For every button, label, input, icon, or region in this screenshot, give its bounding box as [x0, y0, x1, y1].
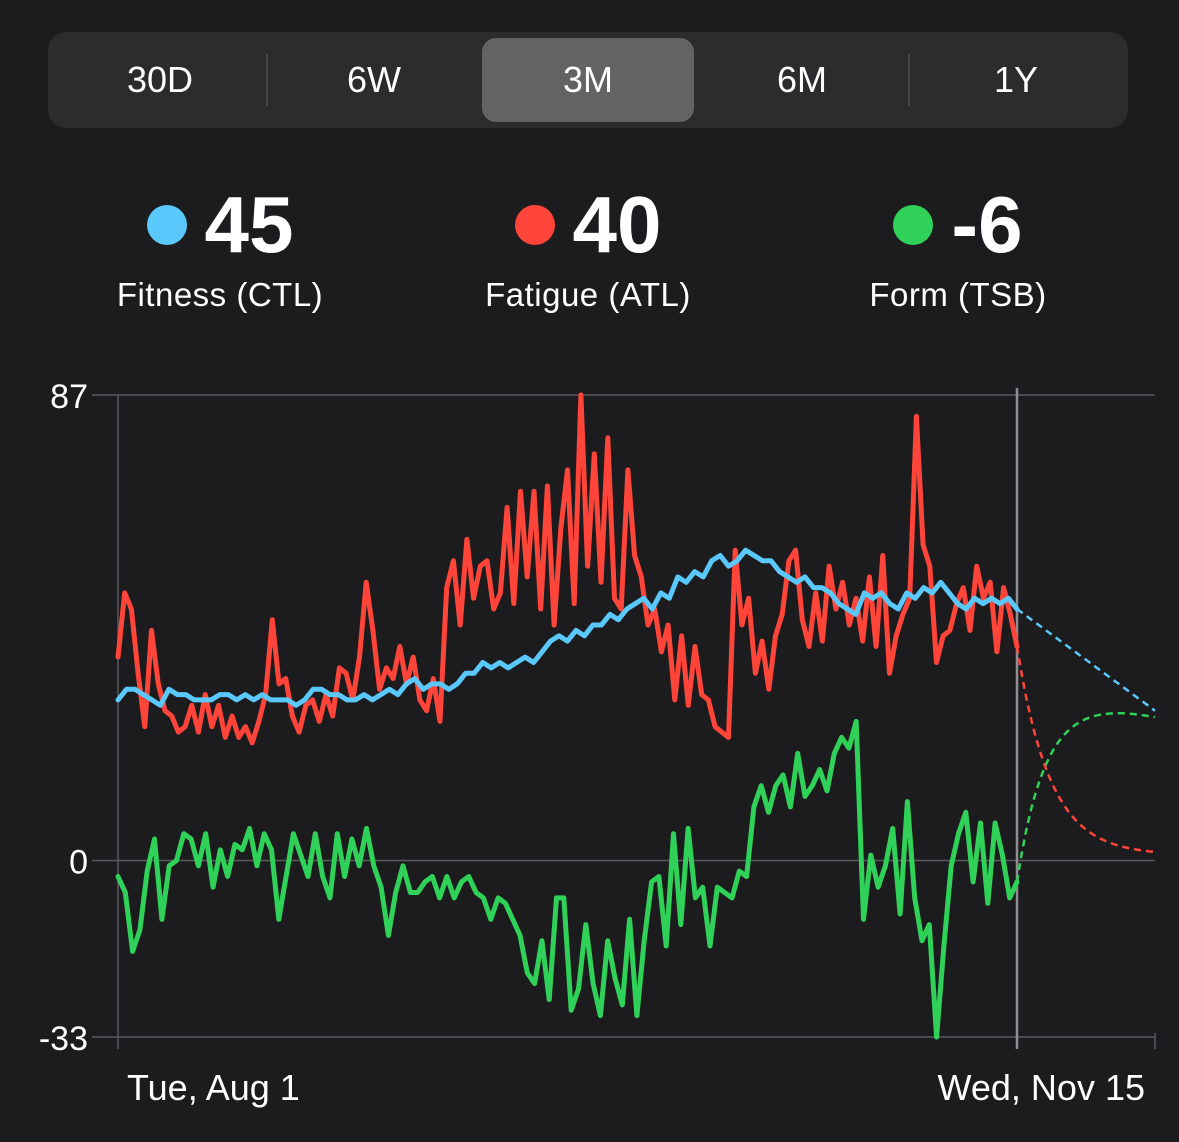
- range-selector: 30D 6W 3M 6M 1Y: [48, 32, 1128, 128]
- y-tick-label: 0: [69, 843, 88, 881]
- range-option-6m[interactable]: 6M: [776, 59, 827, 100]
- range-option-1y[interactable]: 1Y: [993, 59, 1039, 100]
- x-label-start: Tue, Aug 1: [127, 1067, 300, 1108]
- metrics-row: 45 Fitness (CTL) 40 Fatigue (ATL) -6 For…: [0, 180, 1179, 320]
- series-line-2: [115, 718, 1020, 1040]
- chart-lines: [115, 392, 1156, 1040]
- fatigue-dot-icon: [514, 205, 555, 245]
- projection-line-1: [1015, 646, 1156, 854]
- fitness-value: 45: [204, 180, 294, 269]
- y-tick-label: 87: [50, 378, 88, 416]
- form-dot-icon: [893, 205, 934, 245]
- series-line-0: [115, 547, 1020, 708]
- y-tick-label: -33: [39, 1020, 88, 1058]
- series-line-1: [115, 392, 1020, 746]
- range-option-6w[interactable]: 6W: [347, 59, 401, 100]
- form-label: Form (TSB): [869, 276, 1047, 313]
- projection-line-0: [1016, 607, 1156, 712]
- fatigue-metric: 40 Fatigue (ATL): [408, 180, 768, 314]
- range-option-3m[interactable]: 3M: [482, 38, 694, 122]
- form-value: -6: [951, 180, 1023, 269]
- training-load-chart[interactable]: 87 0 -33 Tue, Aug 1 Wed, Nov 15: [0, 340, 1179, 1140]
- projection-line-2: [1015, 711, 1156, 883]
- fitness-label: Fitness (CTL): [116, 276, 324, 313]
- chart-grid: [92, 388, 1156, 1049]
- form-metric: -6 Form (TSB): [778, 180, 1138, 314]
- x-label-end: Wed, Nov 15: [938, 1067, 1145, 1108]
- fatigue-value: 40: [572, 180, 662, 269]
- fitness-metric: 45 Fitness (CTL): [40, 180, 400, 314]
- range-divider: [266, 54, 268, 106]
- range-divider: [908, 54, 910, 106]
- range-option-30d[interactable]: 30D: [126, 59, 194, 100]
- chart-axis-labels: 87 0 -33 Tue, Aug 1 Wed, Nov 15: [39, 378, 1145, 1108]
- fatigue-label: Fatigue (ATL): [485, 276, 691, 313]
- fitness-dot-icon: [146, 205, 187, 245]
